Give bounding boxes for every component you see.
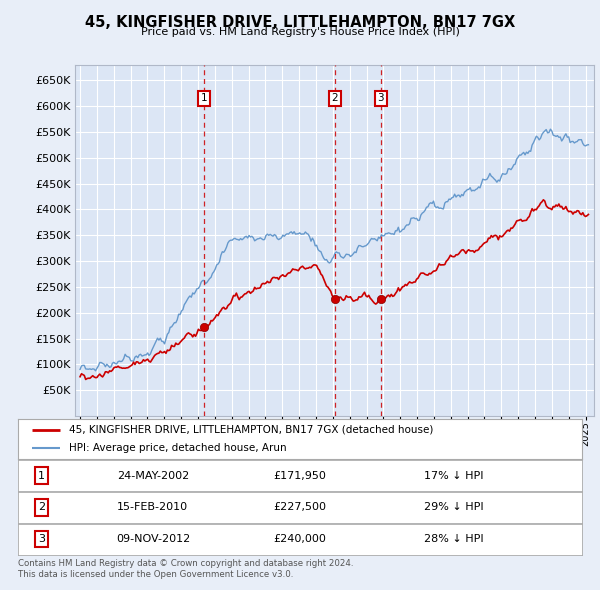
Text: £171,950: £171,950 — [274, 471, 326, 480]
Text: 15-FEB-2010: 15-FEB-2010 — [116, 503, 188, 512]
Text: £240,000: £240,000 — [274, 535, 326, 544]
Text: 45, KINGFISHER DRIVE, LITTLEHAMPTON, BN17 7GX: 45, KINGFISHER DRIVE, LITTLEHAMPTON, BN1… — [85, 15, 515, 30]
Text: 17% ↓ HPI: 17% ↓ HPI — [424, 471, 484, 480]
Text: 3: 3 — [38, 535, 45, 544]
Text: 2: 2 — [332, 93, 338, 103]
Text: 2: 2 — [38, 503, 45, 512]
Text: 1: 1 — [38, 471, 45, 480]
Text: 1: 1 — [201, 93, 208, 103]
Text: HPI: Average price, detached house, Arun: HPI: Average price, detached house, Arun — [69, 443, 286, 453]
Text: Price paid vs. HM Land Registry's House Price Index (HPI): Price paid vs. HM Land Registry's House … — [140, 27, 460, 37]
Text: 28% ↓ HPI: 28% ↓ HPI — [424, 535, 484, 544]
Text: 29% ↓ HPI: 29% ↓ HPI — [424, 503, 484, 512]
Text: 45, KINGFISHER DRIVE, LITTLEHAMPTON, BN17 7GX (detached house): 45, KINGFISHER DRIVE, LITTLEHAMPTON, BN1… — [69, 425, 433, 435]
Text: £227,500: £227,500 — [274, 503, 326, 512]
Text: 09-NOV-2012: 09-NOV-2012 — [116, 535, 191, 544]
Text: 24-MAY-2002: 24-MAY-2002 — [116, 471, 189, 480]
Text: Contains HM Land Registry data © Crown copyright and database right 2024.
This d: Contains HM Land Registry data © Crown c… — [18, 559, 353, 579]
Text: 3: 3 — [377, 93, 384, 103]
